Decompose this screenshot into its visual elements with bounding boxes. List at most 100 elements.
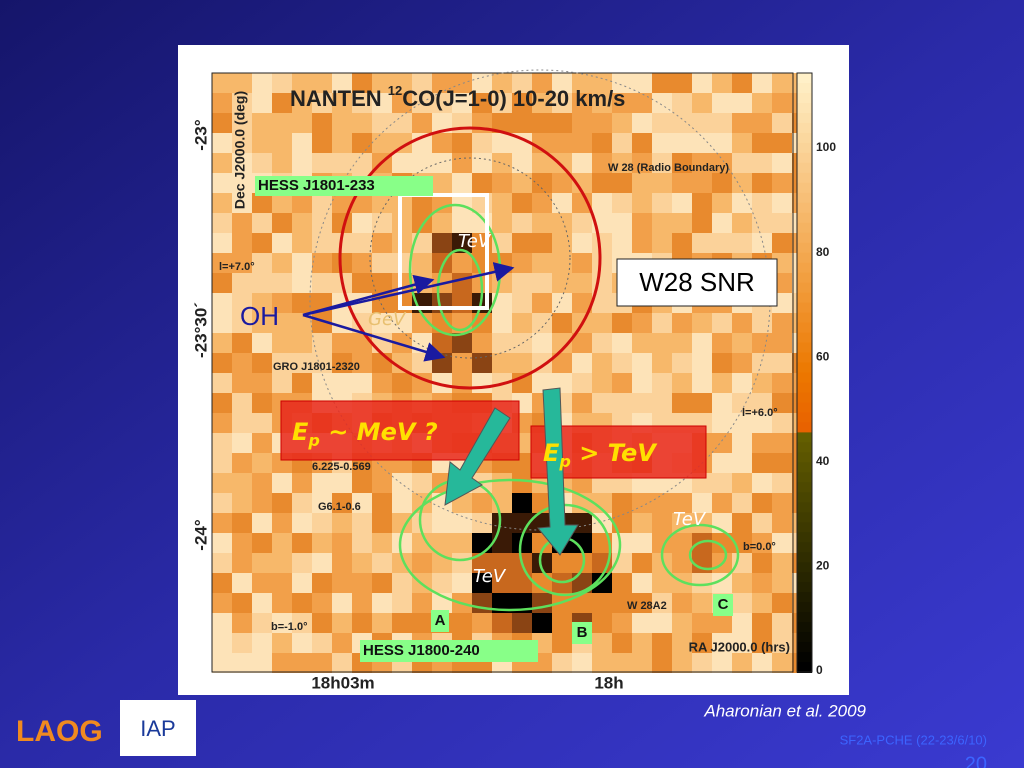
- map-cell: [612, 113, 632, 133]
- map-cell: [732, 193, 752, 213]
- map-cell: [612, 193, 632, 213]
- map-cell: [772, 633, 792, 653]
- white-box: [398, 193, 489, 310]
- map-cell: [232, 113, 252, 133]
- map-cell: [472, 353, 492, 373]
- map-cell: [632, 173, 652, 193]
- map-cell: [692, 393, 712, 413]
- map-cell: [412, 473, 432, 493]
- map-cell: [312, 253, 332, 273]
- map-cell: [232, 573, 252, 593]
- map-cell: [732, 173, 752, 193]
- map-cell: [692, 213, 712, 233]
- map-cell: [392, 473, 412, 493]
- map-cell: [232, 313, 252, 333]
- colorbar-step: [797, 162, 812, 174]
- map-cell: [312, 473, 332, 493]
- map-cell: [352, 613, 372, 633]
- map-cell: [712, 153, 732, 173]
- map-cell: [492, 593, 512, 613]
- map-cell: [712, 113, 732, 133]
- colorbar-step: [797, 622, 812, 634]
- map-cell: [552, 633, 572, 653]
- map-cell: [692, 593, 712, 613]
- map-cell: [272, 573, 292, 593]
- map-cell: [212, 173, 232, 193]
- map-cell: [292, 593, 312, 613]
- map-cell: [472, 133, 492, 153]
- map-cell: [272, 513, 292, 533]
- colorbar-step: [797, 552, 812, 564]
- map-cell: [352, 133, 372, 153]
- map-cell: [212, 493, 232, 513]
- colorbar-step: [797, 73, 812, 84]
- map-cell: [332, 353, 352, 373]
- map-cell: [412, 113, 432, 133]
- map-cell: [232, 393, 252, 413]
- map-cell: [372, 113, 392, 133]
- map-cell: [532, 373, 552, 393]
- map-cell: [632, 313, 652, 333]
- map-cell: [592, 613, 612, 633]
- colorbar-step: [797, 82, 812, 94]
- map-cell: [612, 633, 632, 653]
- label: b=-1.0°: [271, 621, 308, 633]
- map-cell: [212, 253, 232, 273]
- map-cell: [732, 413, 752, 433]
- map-cell: [692, 373, 712, 393]
- dotted-contour: [369, 157, 571, 359]
- map-cell: [672, 533, 692, 553]
- map-cell: [332, 153, 352, 173]
- map-cell: [672, 233, 692, 253]
- colorbar-step: [797, 532, 812, 544]
- map-cell: [672, 393, 692, 413]
- map-cell: [552, 273, 572, 293]
- map-cell: [292, 373, 312, 393]
- map-cell: [772, 413, 792, 433]
- map-cell: [312, 333, 332, 353]
- page-number: 20: [965, 753, 987, 768]
- map-cell: [272, 313, 292, 333]
- label: GRO J1801-2320: [273, 361, 360, 373]
- map-cell: [212, 593, 232, 613]
- map-cell: [212, 193, 232, 213]
- map-cell: [332, 113, 352, 133]
- map-cell: [372, 573, 392, 593]
- map-title: NANTEN 12CO(J=1-0) 10-20 km/s: [290, 83, 625, 110]
- oh-label: OH: [240, 301, 279, 331]
- map-cell: [552, 233, 572, 253]
- map-cell: [612, 93, 632, 113]
- map-cell: [772, 173, 792, 193]
- tev-label: TeV: [673, 509, 707, 530]
- map-cell: [632, 353, 652, 373]
- map-cell: [532, 333, 552, 353]
- map-cell: [612, 493, 632, 513]
- map-cell: [252, 113, 272, 133]
- map-cell: [292, 333, 312, 353]
- map-cell: [652, 513, 672, 533]
- map-cell: [272, 193, 292, 213]
- map-cell: [232, 413, 252, 433]
- map-cell: [412, 553, 432, 573]
- map-cell: [252, 593, 272, 613]
- map-cell: [592, 133, 612, 153]
- hess-label: HESS J1801-233: [258, 177, 375, 194]
- label: G6.1-0.6: [318, 501, 361, 513]
- map-cell: [312, 353, 332, 373]
- colorbar-tick: 20: [816, 559, 830, 573]
- map-cell: [532, 153, 552, 173]
- map-cell: [732, 373, 752, 393]
- colorbar-tick: 80: [816, 245, 830, 259]
- colorbar-step: [797, 542, 812, 554]
- map-cell: [752, 573, 772, 593]
- map-cell: [252, 453, 272, 473]
- map-cell: [252, 73, 272, 93]
- map-cell: [692, 193, 712, 213]
- map-cell: [592, 393, 612, 413]
- map-cell: [632, 233, 652, 253]
- map-cell: [652, 633, 672, 653]
- map-cell: [212, 273, 232, 293]
- map-cell: [652, 613, 672, 633]
- teal-arrows: [444, 387, 579, 556]
- map-cell: [432, 373, 452, 393]
